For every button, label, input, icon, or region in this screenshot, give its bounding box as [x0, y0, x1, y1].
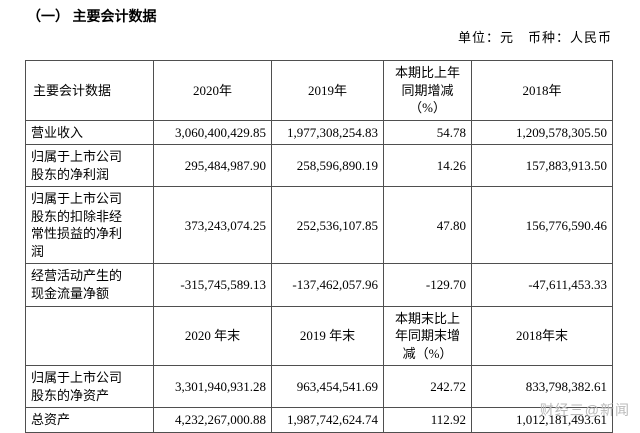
table-row: 归属于上市公司 股东的净利润 295,484,987.90 258,596,890.… [25, 144, 613, 188]
header-cell: 2020 年末 [153, 305, 272, 367]
header-cell: 2018年 [471, 60, 613, 121]
value-cell: 963,454,541.69 [271, 365, 384, 409]
value-cell: 14.26 [383, 144, 472, 188]
value-cell: -137,462,057.96 [271, 263, 384, 307]
value-cell: 54.78 [383, 119, 472, 146]
table-row: 营业收入 3,060,400,429.85 1,977,308,254.83 54.7… [25, 119, 613, 146]
value-cell: -315,745,589.13 [153, 263, 272, 307]
header-cell: 2018年末 [471, 305, 613, 367]
value-cell: 295,484,987.90 [153, 144, 272, 188]
row-label: 营业收入 [25, 119, 154, 146]
value-cell: 4,232,267,000.88 [153, 407, 272, 433]
value-cell: -129.70 [383, 263, 472, 307]
value-cell: 1,012,181,493.61 [471, 407, 613, 433]
accounting-data-table: 主要会计数据 2020年 2019年 本期比上年 同期增减 （%） 2018年 营业收入 3… [25, 60, 613, 433]
value-cell: 112.92 [383, 407, 472, 433]
section-title: （一） 主要会计数据 [27, 10, 157, 25]
row-label: 归属于上市公司 股东的净利润 [25, 144, 154, 188]
value-cell: 242.72 [383, 365, 472, 409]
value-cell: 1,987,742,624.74 [271, 407, 384, 433]
table-row: 归属于上市公司 股东的净资产 3,301,940,931.28 963,454,54… [25, 365, 613, 409]
row-label: 归属于上市公司 股东的净资产 [25, 365, 154, 409]
table-row: 经营活动产生的 现金流量净额 -315,745,589.13 -137,462,05… [25, 263, 613, 307]
header-cell: 本期末比上 年同期末增 减（%） [383, 305, 472, 367]
value-cell: 1,977,308,254.83 [271, 119, 384, 146]
value-cell: 157,883,913.50 [471, 144, 613, 188]
row-label: 归属于上市公司 股东的扣除非经 常性损益的净利 润 [25, 186, 154, 265]
value-cell: 3,060,400,429.85 [153, 119, 272, 146]
header-cell: 2019 年末 [271, 305, 384, 367]
table-header-row: 2020 年末 2019 年末 本期末比上 年同期末增 减（%） 2018年末 [25, 305, 613, 367]
value-cell: 252,536,107.85 [271, 186, 384, 265]
header-cell: 2019年 [271, 60, 384, 121]
value-cell: 258,596,890.19 [271, 144, 384, 188]
row-label: 经营活动产生的 现金流量净额 [25, 263, 154, 307]
value-cell: 833,798,382.61 [471, 365, 613, 409]
unit-currency-note: 单位：元 币种：人民币 [457, 30, 612, 45]
table-header-row: 主要会计数据 2020年 2019年 本期比上年 同期增减 （%） 2018年 [25, 60, 613, 121]
value-cell: 3,301,940,931.28 [153, 365, 272, 409]
value-cell: -47,611,453.33 [471, 263, 613, 307]
value-cell: 156,776,590.46 [471, 186, 613, 265]
header-cell: 2020年 [153, 60, 272, 121]
header-cell [25, 305, 154, 367]
value-cell: 1,209,578,305.50 [471, 119, 613, 146]
value-cell: 373,243,074.25 [153, 186, 272, 265]
value-cell: 47.80 [383, 186, 472, 265]
document-page: （一） 主要会计数据 单位：元 币种：人民币 主要会计数据 2020年 2019年本… [25, 10, 629, 433]
table-row: 归属于上市公司 股东的扣除非经 常性损益的净利 润 373,243,074.25 2… [25, 186, 613, 265]
header-cell: 主要会计数据 [25, 60, 154, 121]
header-cell: 本期比上年 同期增减 （%） [383, 60, 472, 121]
row-label: 总资产 [25, 407, 154, 433]
table-row: 总资产 4,232,267,000.88 1,987,742,624.74 112.9… [25, 407, 613, 433]
